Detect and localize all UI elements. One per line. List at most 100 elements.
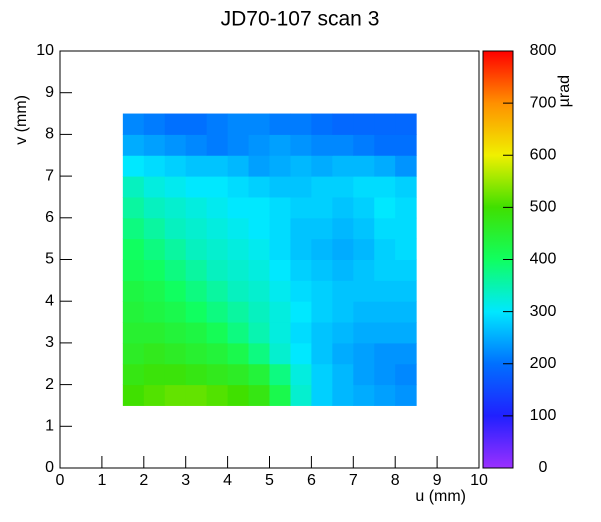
z-tick-label: 300: [530, 303, 557, 320]
y-tick-label: 3: [45, 334, 54, 351]
heatmap-cell: [185, 384, 208, 406]
heatmap-cell: [143, 176, 166, 198]
heatmap-cell: [164, 217, 187, 240]
heatmap-cell: [227, 280, 250, 302]
heatmap-cell: [122, 217, 145, 240]
z-tick-label: 200: [530, 355, 557, 372]
heatmap-cell: [122, 176, 145, 198]
heatmap-cell: [290, 259, 312, 281]
z-tick-label: 100: [530, 407, 557, 424]
y-tick-label: 5: [45, 251, 54, 268]
heatmap-cell: [164, 259, 187, 281]
heatmap-cell: [374, 342, 396, 365]
heatmap-cell: [185, 238, 208, 260]
heatmap-cell: [122, 384, 145, 406]
heatmap-cell: [332, 322, 354, 344]
heatmap-cell: [122, 113, 145, 135]
heatmap-cell: [248, 301, 270, 323]
heatmap-cell: [395, 176, 417, 198]
heatmap-cell: [269, 176, 291, 198]
heatmap-cell: [311, 342, 333, 365]
heatmap-cell: [206, 384, 229, 406]
y-tick-label: 1: [45, 418, 54, 435]
heatmap-cell: [185, 322, 208, 344]
heatmap-cell: [227, 238, 250, 260]
heatmap-cell: [290, 134, 312, 156]
z-tick-label: 800: [530, 42, 557, 59]
heatmap-cell: [206, 280, 229, 302]
heatmap-cell: [248, 134, 270, 156]
heatmap-cell: [290, 113, 312, 135]
x-tick-label: 5: [265, 472, 274, 489]
heatmap-cell: [395, 259, 417, 281]
heatmap-cell: [206, 301, 229, 323]
heatmap-cell: [227, 259, 250, 281]
heatmap-cell: [290, 301, 312, 323]
heatmap-cell: [311, 176, 333, 198]
heatmap-cell: [374, 363, 396, 386]
heatmap-cell: [290, 155, 312, 177]
heatmap-cell: [122, 134, 145, 156]
heatmap-cell: [122, 301, 145, 323]
heatmap-cell: [185, 280, 208, 302]
heatmap-cell: [227, 384, 250, 406]
heatmap-cell: [269, 384, 291, 406]
heatmap-cell: [206, 196, 229, 219]
heatmap-cell: [374, 134, 396, 156]
heatmap-cell: [206, 238, 229, 260]
heatmap-cell: [206, 155, 229, 177]
heatmap-cell: [122, 342, 145, 365]
heatmap-cell: [227, 342, 250, 365]
x-tick-label: 7: [349, 472, 358, 489]
heatmap-cell: [164, 342, 187, 365]
heatmap-cell: [311, 301, 333, 323]
heatmap-cell: [185, 363, 208, 386]
heatmap-cell: [332, 196, 354, 219]
heatmap-cell: [353, 363, 375, 386]
heatmap-cell: [143, 155, 166, 177]
heatmap-cell: [332, 384, 354, 406]
heatmap-cell: [227, 217, 250, 240]
heatmap-cell: [143, 322, 166, 344]
heatmap-cell: [143, 134, 166, 156]
heatmap-cell: [374, 217, 396, 240]
heatmap-cell: [332, 280, 354, 302]
heatmap-cell: [269, 238, 291, 260]
heatmap-cell: [227, 196, 250, 219]
x-tick-label: 0: [56, 472, 65, 489]
heatmap-cell: [122, 363, 145, 386]
y-tick-label: 8: [45, 126, 54, 143]
heatmap-cell: [164, 322, 187, 344]
z-tick-label: 0: [539, 459, 548, 476]
heatmap-cell: [269, 301, 291, 323]
heatmap-cell: [311, 363, 333, 386]
heatmap-cell: [332, 301, 354, 323]
heatmap-cell: [164, 363, 187, 386]
heatmap-cell: [290, 322, 312, 344]
heatmap-cell: [122, 280, 145, 302]
heatmap-cell: [248, 176, 270, 198]
heatmap-cell: [395, 384, 417, 406]
heatmap-cell: [164, 238, 187, 260]
heatmap-cell: [353, 259, 375, 281]
heatmap-cell: [374, 113, 396, 135]
x-tick-label: 2: [139, 472, 148, 489]
heatmap-cell: [185, 259, 208, 281]
heatmap-cell: [227, 301, 250, 323]
heatmap-cell: [206, 322, 229, 344]
heatmap-cell: [374, 176, 396, 198]
heatmap-cell: [248, 196, 270, 219]
heatmap-cell: [374, 384, 396, 406]
heatmap-cell: [332, 238, 354, 260]
heatmap-cell: [353, 322, 375, 344]
heatmap-cell: [269, 113, 291, 135]
heatmap-cell: [269, 280, 291, 302]
heatmap-cell: [311, 280, 333, 302]
heatmap-cell: [143, 384, 166, 406]
heatmap-cell: [395, 217, 417, 240]
chart-title: JD70-107 scan 3: [221, 8, 380, 31]
heatmap-cell: [311, 155, 333, 177]
x-tick-label: 6: [307, 472, 316, 489]
heatmap-cell: [290, 217, 312, 240]
